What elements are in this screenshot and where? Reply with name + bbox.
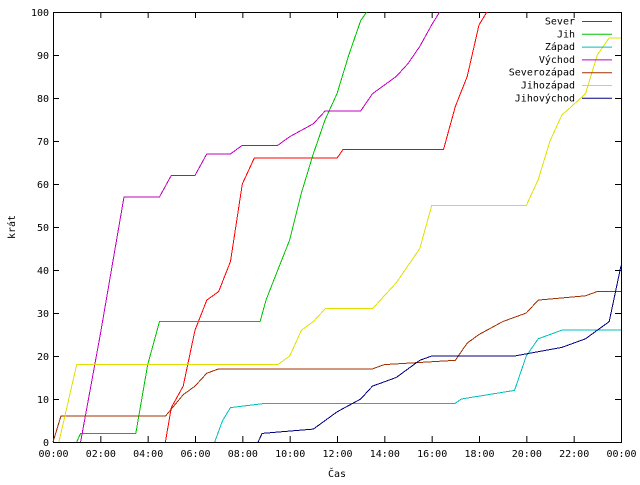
legend-label: Jihovýchod: [515, 92, 575, 104]
x-tick-label: 22:00: [559, 449, 589, 460]
y-tick-label: 90: [37, 51, 49, 62]
series-line: [76, 11, 368, 443]
y-axis-label: krát: [6, 215, 18, 239]
series-line: [214, 329, 621, 443]
y-tick-label: 50: [37, 223, 49, 234]
x-tick-label: 00:00: [38, 449, 68, 460]
x-axis-label: Čas: [328, 467, 346, 480]
legend-label: Jihozápad: [521, 80, 575, 92]
x-tick-label: 16:00: [417, 449, 447, 460]
x-tick-label: 06:00: [180, 449, 210, 460]
y-tick-label: 0: [43, 438, 49, 449]
x-tick-label: 00:00: [606, 449, 636, 460]
series-line: [164, 11, 488, 443]
legend-label: Západ: [545, 41, 575, 53]
y-tick-label: 10: [37, 395, 49, 406]
x-tick-label: 20:00: [512, 449, 542, 460]
y-tick-label: 60: [37, 180, 49, 191]
y-tick-label: 40: [37, 266, 49, 277]
x-tick-label: 08:00: [228, 449, 258, 460]
legend-label: Severozápad: [509, 67, 575, 79]
y-tick-label: 80: [37, 94, 49, 105]
y-tick-label: 100: [31, 8, 49, 19]
series-line: [58, 37, 621, 443]
x-tick-label: 10:00: [275, 449, 305, 460]
x-tick-label: 12:00: [322, 449, 352, 460]
x-tick-label: 18:00: [464, 449, 494, 460]
series-line: [52, 291, 621, 443]
series-layer: [52, 11, 622, 443]
y-tick-label: 30: [37, 309, 49, 320]
legend-label: Jih: [557, 29, 575, 40]
y-tick-label: 70: [37, 137, 49, 148]
x-tick-label: 02:00: [86, 449, 116, 460]
x-tick-label: 04:00: [133, 449, 163, 460]
series-line: [80, 11, 441, 443]
legend: SeverJihZápadVýchodSeverozápadJihozápadJ…: [509, 17, 612, 104]
series-line: [257, 265, 622, 443]
x-tick-label: 14:00: [370, 449, 400, 460]
axis-ticks: 00:00 02:00 04:00 06:00 08:00 10:00 12:00 14:00…: [31, 8, 637, 460]
y-tick-label: 20: [37, 352, 49, 363]
legend-label: Sever: [545, 17, 575, 28]
legend-label: Východ: [539, 54, 575, 66]
